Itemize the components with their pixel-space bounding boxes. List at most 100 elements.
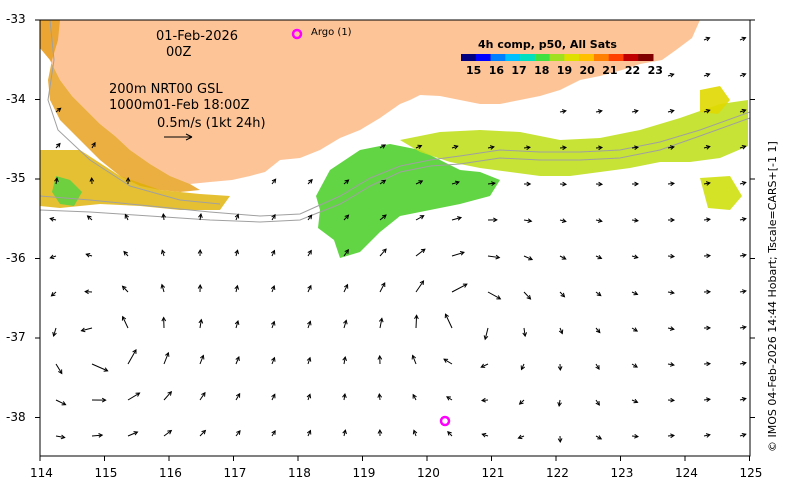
current-vector — [52, 327, 57, 337]
current-vector — [667, 181, 676, 187]
current-vector — [703, 108, 711, 114]
current-vector — [55, 107, 62, 113]
current-vector — [377, 392, 383, 401]
x-tick-label: 114 — [30, 466, 53, 480]
colorbar-tick-label: 21 — [602, 64, 618, 77]
current-vector — [415, 144, 423, 150]
colorbar-swatch — [461, 54, 477, 61]
current-vector — [487, 291, 502, 300]
scale-arrow — [164, 133, 193, 141]
current-vector — [127, 348, 137, 365]
current-vector — [520, 363, 525, 371]
current-vector — [487, 217, 498, 223]
current-vector — [160, 283, 166, 293]
current-vector — [595, 363, 600, 371]
current-vector — [557, 435, 563, 444]
current-vector — [667, 109, 675, 114]
colorbar-swatch — [608, 54, 624, 61]
current-vector — [197, 248, 203, 257]
current-vector — [163, 390, 173, 401]
current-vector — [443, 358, 453, 365]
current-vector — [559, 181, 568, 187]
colorbar-swatch — [579, 54, 595, 61]
current-vector — [91, 363, 109, 372]
current-vector — [739, 181, 747, 186]
current-vector — [595, 218, 603, 223]
current-vector — [123, 250, 129, 257]
current-vector — [667, 145, 675, 150]
current-vector — [522, 327, 528, 338]
x-tick-label: 117 — [223, 466, 247, 480]
current-vector — [559, 145, 568, 151]
current-vector — [739, 72, 747, 78]
current-vector — [631, 145, 639, 150]
current-vector — [739, 253, 747, 258]
axis-ticks — [35, 19, 755, 461]
current-vector — [667, 362, 675, 367]
time-label: 00Z — [166, 45, 192, 60]
current-vector — [377, 354, 383, 365]
current-vector — [121, 315, 129, 329]
current-vector — [198, 213, 203, 221]
current-vector — [667, 397, 676, 403]
colorbar-tick-label: 23 — [647, 64, 663, 77]
colorbar-tick-label: 17 — [511, 64, 527, 77]
sst-yellow-green-region — [400, 100, 748, 176]
current-vector — [89, 176, 95, 185]
current-vector — [739, 144, 747, 150]
current-vector — [412, 429, 418, 437]
y-tick-label: -38 — [6, 409, 26, 424]
current-vector — [631, 433, 640, 439]
current-vector — [379, 282, 386, 293]
current-vector — [523, 291, 532, 300]
current-vector — [379, 144, 387, 149]
current-vector — [307, 284, 312, 293]
current-vector — [270, 249, 276, 257]
current-vector — [703, 289, 712, 295]
colorbar-swatch — [475, 54, 492, 61]
current-vector — [557, 363, 563, 372]
current-vector — [270, 320, 276, 329]
colorbar-tick-label: 16 — [488, 64, 504, 77]
current-vector — [667, 326, 675, 331]
colorbar — [461, 54, 654, 61]
current-vector — [412, 393, 417, 401]
current-vector — [739, 108, 747, 114]
current-vector — [414, 314, 419, 329]
current-vector — [559, 109, 567, 114]
current-vector — [91, 141, 96, 149]
current-vector — [487, 145, 495, 150]
current-vector — [271, 213, 276, 221]
current-vector — [518, 399, 525, 405]
current-vector — [343, 283, 349, 293]
current-vector — [234, 320, 240, 329]
colorbar-title: 4h comp, p50, All Sats — [478, 38, 617, 51]
current-vector — [343, 214, 350, 221]
credit-label: © IMOS 04-Feb-2026 14:44 Hobart; Tscale=… — [766, 141, 779, 452]
current-vector — [703, 72, 711, 78]
current-vector — [631, 363, 639, 368]
argo-float-marker[interactable] — [439, 415, 451, 427]
current-vector — [415, 280, 425, 293]
current-vectors — [49, 36, 747, 444]
current-vector — [161, 316, 167, 329]
current-vector — [517, 434, 525, 440]
current-vector — [483, 327, 489, 341]
sst-green-region — [316, 144, 500, 258]
current-vector — [487, 181, 496, 186]
current-vector — [739, 289, 747, 294]
current-vector — [631, 181, 640, 187]
current-vector — [631, 254, 639, 260]
current-vector — [523, 255, 534, 261]
current-vector — [667, 217, 676, 223]
current-vector — [234, 213, 240, 221]
current-vector — [446, 396, 453, 401]
x-tick-label: 124 — [675, 466, 698, 480]
sst-warm-region — [40, 20, 200, 192]
current-vector — [127, 431, 139, 437]
y-tick-label: -35 — [6, 171, 26, 185]
scale-label: 0.5m/s (1kt 24h) — [157, 116, 266, 131]
current-vector — [124, 213, 129, 221]
current-vector — [379, 214, 387, 221]
current-vector — [480, 397, 489, 403]
